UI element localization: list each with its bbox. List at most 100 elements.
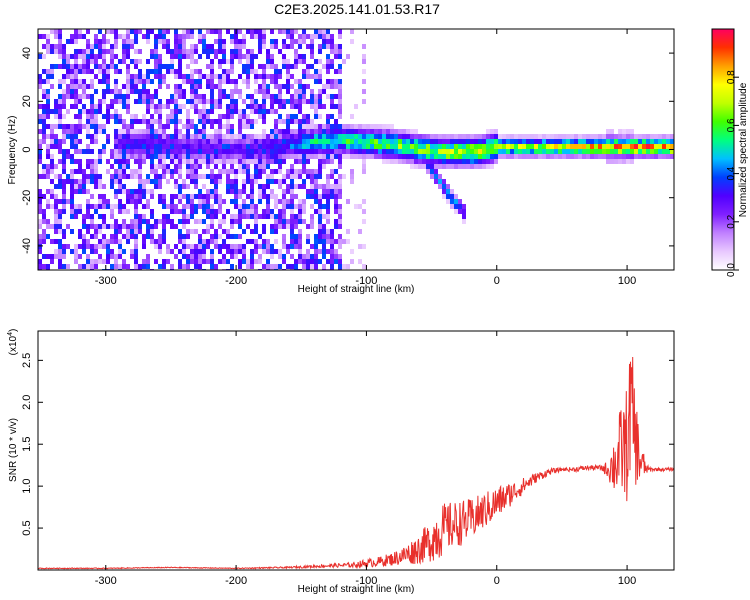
snr-multiplier: (x104) — [7, 329, 19, 356]
spectrogram-cell — [670, 134, 674, 139]
spectrogram-cell — [62, 264, 66, 269]
spectrogram-cell — [178, 164, 182, 169]
spectrogram-cell — [266, 49, 270, 54]
spectrogram-cell — [318, 44, 322, 49]
spectrogram-cell — [306, 139, 310, 144]
spectrogram-cell — [418, 149, 422, 154]
spectrogram-cell — [174, 44, 178, 49]
spectrogram-cell — [254, 244, 258, 249]
spectrogram-cell — [182, 124, 186, 129]
spectrogram-cell — [278, 179, 282, 184]
spectrogram-cell — [286, 184, 290, 189]
x-tick-label: -300 — [95, 275, 117, 287]
spectrogram-cell — [618, 134, 622, 139]
spectrogram-cell — [186, 154, 190, 159]
spectrogram-cell — [410, 154, 414, 159]
spectrogram-cell — [246, 84, 250, 89]
spectrogram-cell — [170, 209, 174, 214]
spectrogram-cell — [62, 54, 66, 59]
spectrogram-cell — [486, 159, 490, 164]
spectrogram-cell — [130, 29, 134, 34]
spectrogram-cell — [322, 39, 326, 44]
spectrogram-cell — [506, 154, 510, 159]
spectrogram-cell — [86, 49, 90, 54]
spectrogram-cell — [138, 94, 142, 99]
spectrogram-cell — [118, 34, 122, 39]
spectrogram-cell — [74, 89, 78, 94]
spectrogram-cell — [398, 149, 402, 154]
spectrogram-cell — [266, 94, 270, 99]
spectrogram-cell — [214, 74, 218, 79]
spectrogram-cell — [146, 264, 150, 269]
spectrogram-cell — [266, 204, 270, 209]
spectrogram-cell — [214, 179, 218, 184]
spectrogram-cell — [138, 154, 142, 159]
spectrogram-cell — [298, 209, 302, 214]
spectrogram-cell — [506, 134, 510, 139]
spectrogram-cell — [82, 179, 86, 184]
spectrogram-cell — [114, 264, 118, 269]
spectrogram-cell — [262, 209, 266, 214]
spectrogram-cell — [334, 144, 338, 149]
spectrogram-cell — [398, 134, 402, 139]
spectrogram-cell — [82, 149, 86, 154]
spectrogram-cell — [166, 64, 170, 69]
spectrogram-cell — [506, 139, 510, 144]
spectrogram-cell — [366, 129, 370, 134]
spectrogram-cell — [238, 144, 242, 149]
spectrogram-cell — [162, 229, 166, 234]
spectrogram-cell — [322, 229, 326, 234]
spectrogram-cell — [226, 94, 230, 99]
spectrogram-cell — [250, 214, 254, 219]
spectrogram-cell — [170, 119, 174, 124]
spectrogram-cell — [58, 224, 62, 229]
spectrogram-cell — [202, 199, 206, 204]
spectrogram-cell — [454, 199, 458, 204]
spectrogram-cell — [614, 134, 618, 139]
spectrogram-cell — [146, 224, 150, 229]
spectrogram-cell — [254, 174, 258, 179]
spectrogram-cell — [314, 104, 318, 109]
spectrogram-cell — [38, 159, 42, 164]
spectrogram-cell — [246, 239, 250, 244]
spectrogram-cell — [94, 264, 98, 269]
spectrogram-cell — [338, 134, 342, 139]
spectrogram-cell — [38, 264, 42, 269]
spectrogram-cell — [138, 139, 142, 144]
spectrogram-cell — [270, 249, 274, 254]
spectrogram-cell — [62, 129, 66, 134]
spectrogram-cell — [202, 49, 206, 54]
spectrogram-cell — [294, 259, 298, 264]
spectrogram-cell — [338, 124, 342, 129]
spectrogram-cell — [310, 264, 314, 269]
spectrogram-cell — [158, 64, 162, 69]
spectrogram-cell — [114, 239, 118, 244]
spectrogram-cell — [354, 204, 358, 209]
spectrogram-cell — [158, 79, 162, 84]
spectrogram-cell — [190, 259, 194, 264]
spectrogram-cell — [554, 154, 558, 159]
spectrogram-cell — [370, 134, 374, 139]
spectrogram-cell — [426, 164, 430, 169]
spectrogram-cell — [634, 139, 638, 144]
spectrogram-cell — [178, 184, 182, 189]
spectrogram-cell — [298, 174, 302, 179]
spectrogram-cell — [502, 149, 506, 154]
spectrogram-cell — [282, 254, 286, 259]
spectrogram-cell — [646, 149, 650, 154]
spectrogram-cell — [278, 144, 282, 149]
spectrogram-cell — [86, 94, 90, 99]
spectrogram-cell — [182, 204, 186, 209]
spectrogram-cell — [90, 164, 94, 169]
spectrogram-cell — [58, 64, 62, 69]
spectrogram-cell — [50, 29, 54, 34]
spectrogram-cell — [78, 84, 82, 89]
spectrogram-cell — [158, 174, 162, 179]
spectrogram-cell — [170, 204, 174, 209]
spectrogram-cell — [398, 129, 402, 134]
spectrogram-cell — [618, 144, 622, 149]
spectrogram-cell — [174, 99, 178, 104]
spectrogram-cell — [338, 109, 342, 114]
spectrogram-cell — [390, 134, 394, 139]
